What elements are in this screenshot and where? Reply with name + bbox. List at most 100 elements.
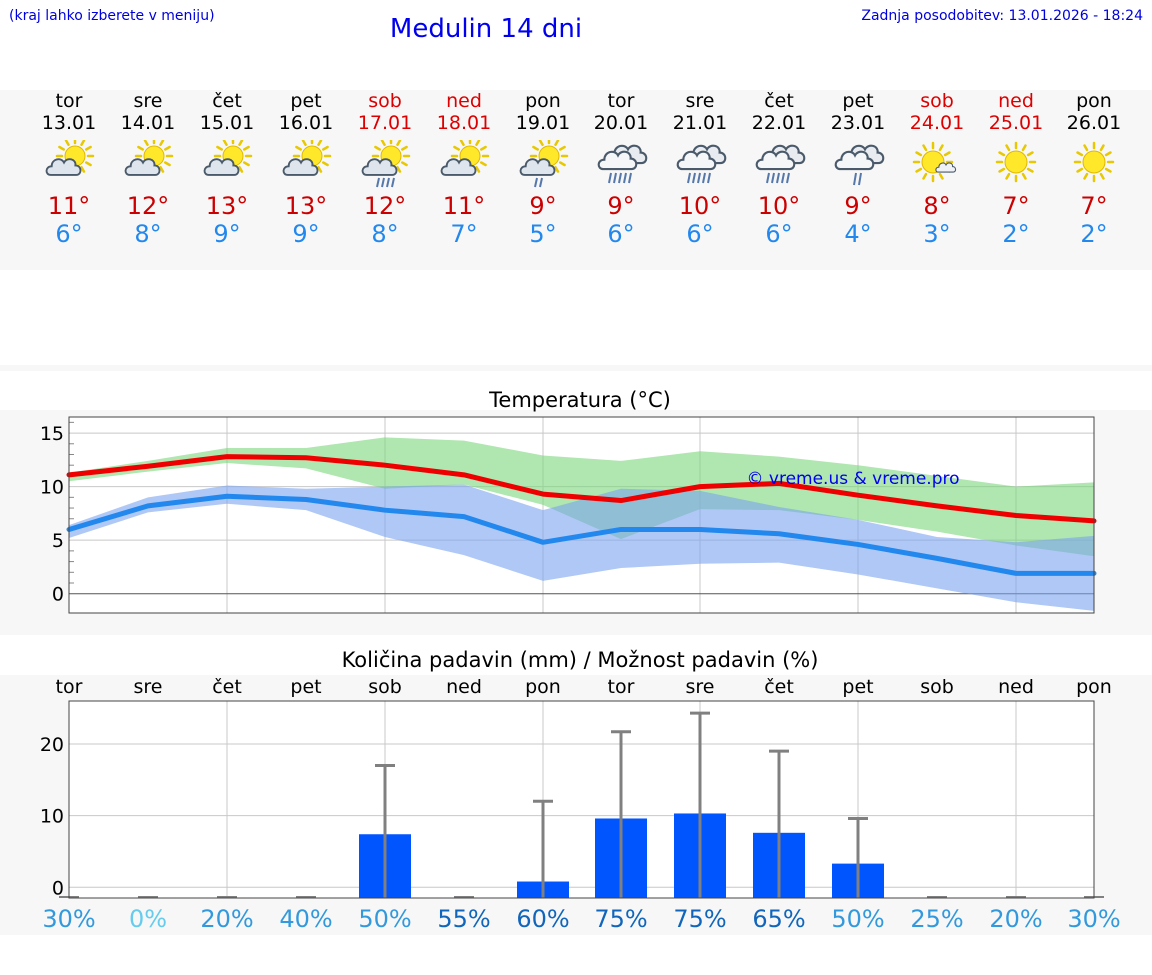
max-temperature-point: [935, 504, 939, 508]
precip-day-label: tor: [608, 676, 635, 698]
temperature-max: 8°: [923, 192, 951, 220]
day-column: sob 17.01 12° 8°: [345, 90, 425, 248]
precip-day-label: ned: [446, 676, 482, 698]
precipitation-probability-label: 30%: [42, 905, 95, 933]
day-date: 23.01: [830, 112, 886, 134]
precipitation-chart: tor sre čet pet sob ned pon tor sre čet pet sob ned p…: [40, 676, 1121, 933]
precipitation-probability-label: 40%: [279, 905, 332, 933]
day-date: 15.01: [199, 112, 255, 134]
temperature-min: 5°: [529, 220, 557, 248]
day-column: sre 14.01 12° 8°: [108, 90, 188, 248]
precipitation-probability-label: 20%: [989, 905, 1042, 933]
day-name: čet: [212, 90, 242, 112]
min-temperature-point: [619, 527, 623, 531]
temperature-max: 7°: [1080, 192, 1108, 220]
day-column: pet 23.01 9° 4°: [818, 90, 898, 248]
day-date: 16.01: [278, 112, 334, 134]
temperature-chart: 0 5 10 15 © vreme.us & vreme.pro: [40, 416, 1097, 614]
max-temperature-point: [619, 499, 623, 503]
day-name: ned: [446, 90, 482, 112]
y-tick-label: 10: [40, 477, 64, 499]
precip-day-label: ned: [998, 676, 1034, 698]
day-name: sob: [920, 90, 954, 112]
forecast-strip: tor 13.01 11° 6° sre 14.01 12° 8° čet 15.01 13° 9° p…: [0, 90, 1152, 270]
day-date: 22.01: [751, 112, 807, 134]
temperature-min: 6°: [765, 220, 793, 248]
temperature-min: 2°: [1080, 220, 1108, 248]
precipitation-chart-title: Količina padavin (mm) / Možnost padavin …: [341, 648, 819, 672]
day-date: 20.01: [593, 112, 649, 134]
max-temperature-point: [1014, 514, 1018, 518]
watermark-text: © vreme.us & vreme.pro: [746, 469, 959, 489]
cloud-light-rain-icon: [834, 144, 885, 186]
temperature-min: 6°: [686, 220, 714, 248]
temperature-min: 8°: [134, 220, 162, 248]
day-name: ned: [998, 90, 1034, 112]
day-name: pet: [290, 90, 322, 112]
min-temperature-range-band: [69, 484, 1094, 611]
temperature-min: 8°: [371, 220, 399, 248]
day-name: tor: [607, 90, 635, 112]
temperature-min: 7°: [450, 220, 478, 248]
y-tick-label: 20: [40, 734, 64, 756]
temperature-max: 9°: [529, 192, 557, 220]
day-name: pet: [842, 90, 874, 112]
max-temperature-line: [66, 454, 1097, 524]
page-title: Medulin 14 dni: [389, 14, 583, 44]
cloud-heavy-rain-icon: [676, 144, 727, 184]
precip-day-label: sre: [134, 676, 163, 698]
max-temperature-point: [225, 455, 229, 459]
precip-day-label: pet: [290, 676, 321, 698]
min-temperature-point: [777, 532, 781, 536]
day-column: sre 21.01 10° 6°: [660, 90, 740, 248]
min-temperature-line: [66, 493, 1097, 576]
sun-small-cloud-icon: [912, 141, 957, 183]
min-temperature-point: [304, 497, 308, 501]
precip-day-label: čet: [764, 676, 794, 698]
precipitation-probability-label: 65%: [752, 905, 805, 933]
max-temperature-point: [462, 473, 466, 477]
temperature-min: 9°: [292, 220, 320, 248]
temperature-max: 13°: [284, 192, 328, 220]
precipitation-probability-label: 55%: [437, 905, 490, 933]
min-temperature-point: [383, 508, 387, 512]
sun-cloud-rain-icon: [361, 140, 411, 188]
max-temperature-point: [698, 485, 702, 489]
temperature-max: 10°: [678, 192, 722, 220]
temperature-max: 9°: [844, 192, 872, 220]
sun-icon: [995, 141, 1037, 183]
max-temperature-point: [146, 464, 150, 468]
temperature-chart-title: Temperatura (°C): [489, 388, 671, 412]
sun-cloud-icon: [282, 140, 332, 176]
precipitation-probability-label: 20%: [200, 905, 253, 933]
temperature-max: 11°: [47, 192, 91, 220]
sun-icon: [1073, 141, 1115, 183]
sun-cloud-icon: [440, 140, 490, 176]
last-updated-text: Zadnja posodobitev: 13.01.2026 - 18:24: [861, 8, 1143, 24]
temperature-max: 12°: [126, 192, 170, 220]
location-hint-link[interactable]: (kraj lahko izberete v meniju): [9, 8, 215, 24]
day-column: čet 22.01 10° 6°: [739, 90, 819, 248]
min-temperature-point: [1014, 571, 1018, 575]
day-date: 18.01: [436, 112, 492, 134]
day-name: sre: [133, 90, 163, 112]
max-temperature-point: [383, 463, 387, 467]
precipitation-probability-label: 30%: [1067, 905, 1120, 933]
max-temperature-point: [541, 492, 545, 496]
day-name: čet: [764, 90, 794, 112]
max-temperature-point: [856, 493, 860, 497]
min-temperature-point: [698, 527, 702, 531]
precipitation-probability-label: 75%: [673, 905, 726, 933]
sun-cloud-icon: [124, 140, 174, 176]
day-column: čet 15.01 13° 9°: [187, 90, 267, 248]
precip-day-label: pet: [842, 676, 873, 698]
temperature-max: 13°: [205, 192, 249, 220]
precip-day-label: tor: [56, 676, 83, 698]
precipitation-probability-label: 25%: [910, 905, 963, 933]
day-date: 24.01: [909, 112, 965, 134]
day-name: sob: [368, 90, 402, 112]
day-name: pon: [525, 90, 561, 112]
temperature-min: 2°: [1002, 220, 1030, 248]
day-column: pon 19.01 9° 5°: [503, 90, 583, 248]
cloud-heavy-rain-icon: [755, 144, 806, 184]
